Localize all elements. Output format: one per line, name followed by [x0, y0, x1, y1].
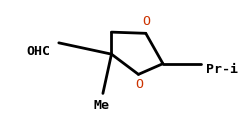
Text: OHC: OHC	[26, 45, 50, 58]
Text: Pr-i: Pr-i	[206, 62, 238, 76]
Text: O: O	[142, 15, 150, 28]
Text: O: O	[135, 78, 143, 91]
Text: Me: Me	[94, 99, 110, 112]
